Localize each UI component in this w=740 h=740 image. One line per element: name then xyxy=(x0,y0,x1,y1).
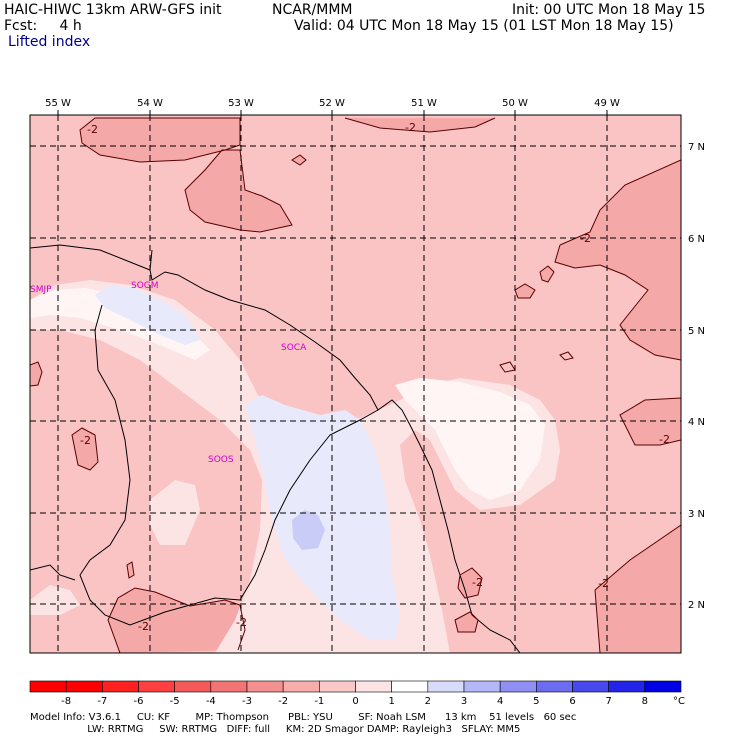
colorbar-tick-label: 3 xyxy=(461,696,467,707)
station-label: SOCA xyxy=(281,343,307,353)
colorbar-unit: °C xyxy=(673,696,685,707)
lon-label: 51 W xyxy=(411,98,437,109)
colorbar-swatch xyxy=(536,680,573,693)
colorbar-tick-label: -4 xyxy=(206,696,216,707)
contour-label: -2 xyxy=(472,576,483,589)
field-name: Lifted index xyxy=(8,34,91,50)
dark-region-east xyxy=(555,160,681,360)
contour-label: -2 xyxy=(236,616,247,629)
colorbar-swatch xyxy=(499,680,537,693)
lat-label: 7 N xyxy=(688,142,705,153)
station-label: SOOS xyxy=(208,455,234,465)
colorbar-tick-label: -8 xyxy=(61,696,71,707)
colorbar-tick-label: 7 xyxy=(605,696,611,707)
contour-label: -2 xyxy=(138,620,149,633)
station-layer: SMJP SOGM SOCA SOOS xyxy=(30,281,307,465)
lat-label: 4 N xyxy=(688,417,705,428)
colorbar-tick-label: -7 xyxy=(97,696,107,707)
border-sw xyxy=(30,564,76,581)
lon-label: 50 W xyxy=(502,98,528,109)
contour-label: -2 xyxy=(580,232,591,245)
colorbar-swatch xyxy=(210,680,248,693)
light-cell-sw xyxy=(30,585,80,615)
lon-label: 52 W xyxy=(319,98,345,109)
lat-label: 5 N xyxy=(688,326,705,337)
dark-region-southeast xyxy=(595,525,681,653)
colorbar: -8 -7 -6 -5 -4 -3 -2 -1 0 1 2 3 4 5 6 7 8 xyxy=(29,680,682,707)
colorbar-tick-label: 4 xyxy=(497,696,503,707)
grid-lines xyxy=(30,115,681,653)
dark-cell-2 xyxy=(540,266,554,282)
colorbar-tick-label: 0 xyxy=(352,696,358,707)
contour-label: -2 xyxy=(405,121,416,134)
colorbar-swatch xyxy=(319,680,356,693)
contour-label: -2 xyxy=(598,577,609,590)
colorbar-swatch xyxy=(29,680,67,693)
lat-label: 3 N xyxy=(688,509,705,520)
dark-region-west xyxy=(72,428,98,470)
near-white-east xyxy=(395,378,545,500)
contour-fill-layer xyxy=(30,115,681,653)
model-title: HAIC-HIWC 13km ARW-GFS init xyxy=(4,2,222,18)
valid-time: Valid: 04 UTC Mon 18 May 15 (01 LST Mon … xyxy=(294,18,674,34)
lon-ticks xyxy=(57,110,608,115)
lat-label: 2 N xyxy=(688,600,705,611)
colorbar-swatch xyxy=(608,680,646,693)
coastline xyxy=(30,244,521,653)
colorbar-swatch xyxy=(355,680,392,693)
colorbar-swatch xyxy=(138,680,175,693)
dark-region-north2 xyxy=(185,150,292,232)
contour-label: -2 xyxy=(87,123,98,136)
colorbar-tick-label: 8 xyxy=(642,696,648,707)
colorbar-tick-label: 5 xyxy=(533,696,539,707)
colorbar-swatch xyxy=(282,680,320,693)
colorbar-swatch xyxy=(427,680,465,693)
colorbar-swatch xyxy=(391,680,429,693)
border-west xyxy=(79,304,241,626)
colorbar-swatch xyxy=(174,680,212,693)
colorbar-swatch xyxy=(644,680,682,693)
contour-lines xyxy=(30,117,681,653)
contour-label-layer: -2 -2 -2 -2 -2 -2 -2 -2 -2 xyxy=(80,121,670,633)
lon-label: 49 W xyxy=(594,98,620,109)
lon-label: 54 W xyxy=(137,98,163,109)
footer-line-2: LW: RRTMG SW: RRTMG DIFF: full KM: 2D Sm… xyxy=(30,724,521,735)
lon-label: 53 W xyxy=(228,98,254,109)
colorbar-swatch xyxy=(102,680,139,693)
plot-frame xyxy=(29,114,682,654)
colorbar-tick-label: -6 xyxy=(134,696,144,707)
colorbar-tick-label: -1 xyxy=(314,696,324,707)
contour-label: -2 xyxy=(80,434,91,447)
lavender-region xyxy=(245,395,400,640)
dark-region-north xyxy=(80,118,240,162)
station-label: SOGM xyxy=(131,281,159,291)
colorbar-tick-label: 6 xyxy=(569,696,575,707)
colorbar-swatch xyxy=(572,680,609,693)
init-time: Init: 00 UTC Mon 18 May 15 xyxy=(512,2,706,18)
lat-label: 6 N xyxy=(688,234,705,245)
colorbar-tick-label: 2 xyxy=(425,696,431,707)
border-east xyxy=(239,409,379,601)
station-label: SMJP xyxy=(30,285,52,295)
colorbar-tick-label: -5 xyxy=(170,696,180,707)
colorbar-tick-label: -2 xyxy=(278,696,288,707)
near-white-nw xyxy=(30,288,210,360)
org-label: NCAR/MMM xyxy=(272,2,353,18)
colorbar-swatch xyxy=(65,680,103,693)
colorbar-tick-label: 1 xyxy=(388,696,394,707)
dark-region-south3 xyxy=(458,568,482,598)
lat-axis: 7 N 6 N 5 N 4 N 3 N 2 N xyxy=(688,142,705,611)
colorbar-swatch xyxy=(463,680,501,693)
blue-cell xyxy=(292,510,325,550)
lon-label: 55 W xyxy=(45,98,71,109)
footer-line-1: Model Info: V3.6.1 CU: KF MP: Thompson P… xyxy=(30,712,577,723)
contour-label: -2 xyxy=(659,433,670,446)
colorbar-swatch xyxy=(246,680,284,693)
colorbar-tick-label: -3 xyxy=(242,696,252,707)
dark-region-west2 xyxy=(30,362,42,386)
forecast-hour: Fcst: 4 h xyxy=(4,18,82,34)
lon-axis: 55 W 54 W 53 W 52 W 51 W 50 W 49 W xyxy=(45,98,620,109)
